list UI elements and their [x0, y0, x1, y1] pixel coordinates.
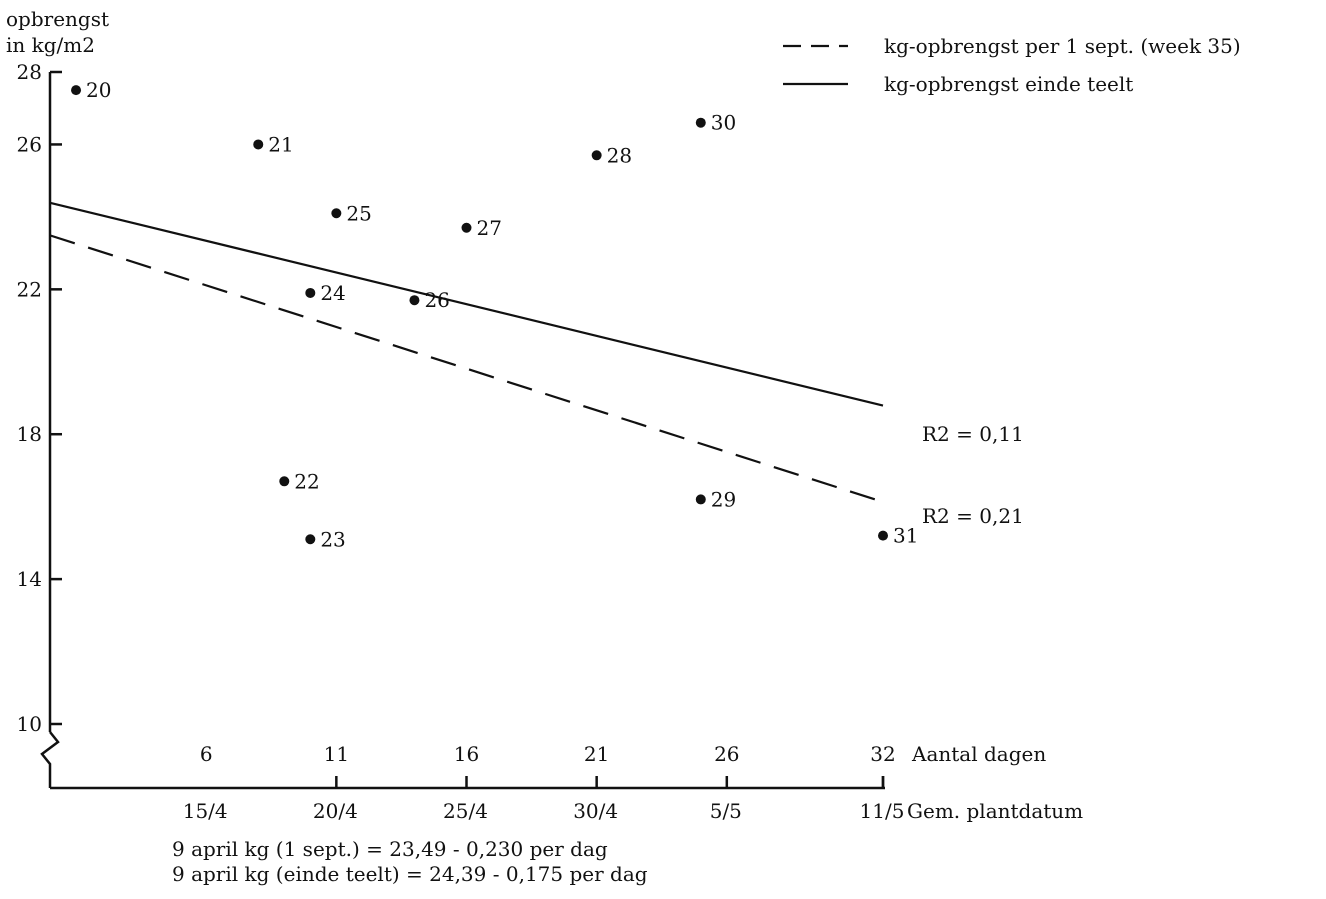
x-ticks: 6 15/4 11 20/4 16 25/4 21 30/4 26 5/5 32 11/5 [183, 742, 905, 823]
y-tick-label-26: 26 [17, 132, 42, 156]
data-point-label-28: 28 [607, 143, 632, 167]
data-point-29 [695, 494, 706, 505]
legend-dashed-label: kg-opbrengst per 1 sept. (week 35) [884, 34, 1241, 58]
r2-solid-label: R2 = 0,11 [922, 422, 1024, 446]
data-point-label-21: 21 [268, 132, 293, 156]
legend-solid-label: kg-opbrengst einde teelt [884, 72, 1133, 96]
data-point-label-26: 26 [424, 288, 449, 312]
data-point-24 [305, 287, 316, 298]
data-point-label-29: 29 [711, 487, 736, 511]
y-tick-label-28: 28 [17, 60, 42, 84]
formula-1-sept: 9 april kg (1 sept.) = 23,49 - 0,230 per… [172, 837, 608, 861]
data-point-20 [71, 85, 82, 96]
y-axis-label-line2: in kg/m2 [6, 33, 95, 57]
x-date-tick-label-3: 30/4 [573, 799, 618, 823]
data-point-21 [253, 139, 264, 150]
data-points: 20 21 25 27 28 30 24 26 22 23 29 31 [71, 78, 918, 551]
data-point-26 [409, 295, 420, 306]
data-point-23 [305, 534, 316, 545]
y-ticks: 28 26 22 18 14 10 [17, 60, 62, 736]
data-point-label-27: 27 [477, 216, 502, 240]
x-days-tick-label-3: 21 [584, 742, 609, 766]
x-date-tick-label-5: 11/5 [860, 799, 905, 823]
x-days-tick-label-5: 32 [870, 742, 895, 766]
x-date-tick-label-1: 20/4 [313, 799, 358, 823]
data-point-label-30: 30 [711, 111, 736, 135]
formula-einde-teelt: 9 april kg (einde teelt) = 24,39 - 0,175… [172, 862, 648, 886]
x-days-axis-label: Aantal dagen [911, 742, 1046, 766]
data-point-label-23: 23 [320, 527, 345, 551]
y-axis-label-line1: opbrengst [6, 7, 109, 31]
data-point-label-22: 22 [294, 469, 319, 493]
legend: kg-opbrengst per 1 sept. (week 35) kg-op… [783, 34, 1241, 96]
data-point-25 [331, 208, 342, 219]
x-date-tick-label-0: 15/4 [183, 799, 228, 823]
data-point-31 [878, 530, 888, 541]
y-tick-label-22: 22 [17, 277, 42, 301]
x-days-tick-label-1: 11 [324, 742, 349, 766]
y-tick-label-18: 18 [17, 422, 42, 446]
x-date-tick-label-2: 25/4 [443, 799, 488, 823]
data-point-30 [695, 117, 706, 128]
data-point-label-25: 25 [346, 201, 371, 225]
regression-line-dashed [49, 234, 884, 504]
x-date-axis-label: Gem. plantdatum [907, 799, 1083, 823]
regression-line-solid [49, 201, 884, 407]
y-axis-break [40, 731, 60, 788]
data-point-22 [279, 476, 290, 487]
data-point-label-24: 24 [320, 281, 345, 305]
x-days-tick-label-0: 6 [200, 742, 213, 766]
x-days-tick-label-4: 26 [714, 742, 739, 766]
y-tick-label-10: 10 [17, 712, 42, 736]
data-point-27 [461, 222, 472, 233]
x-days-tick-label-2: 16 [454, 742, 479, 766]
fit-lines [49, 201, 884, 504]
y-tick-label-14: 14 [17, 567, 42, 591]
x-date-tick-label-4: 5/5 [710, 799, 742, 823]
data-point-label-31: 31 [893, 524, 918, 548]
r2-dashed-label: R2 = 0,21 [922, 504, 1024, 528]
data-point-label-20: 20 [86, 78, 111, 102]
data-point-28 [591, 150, 602, 161]
